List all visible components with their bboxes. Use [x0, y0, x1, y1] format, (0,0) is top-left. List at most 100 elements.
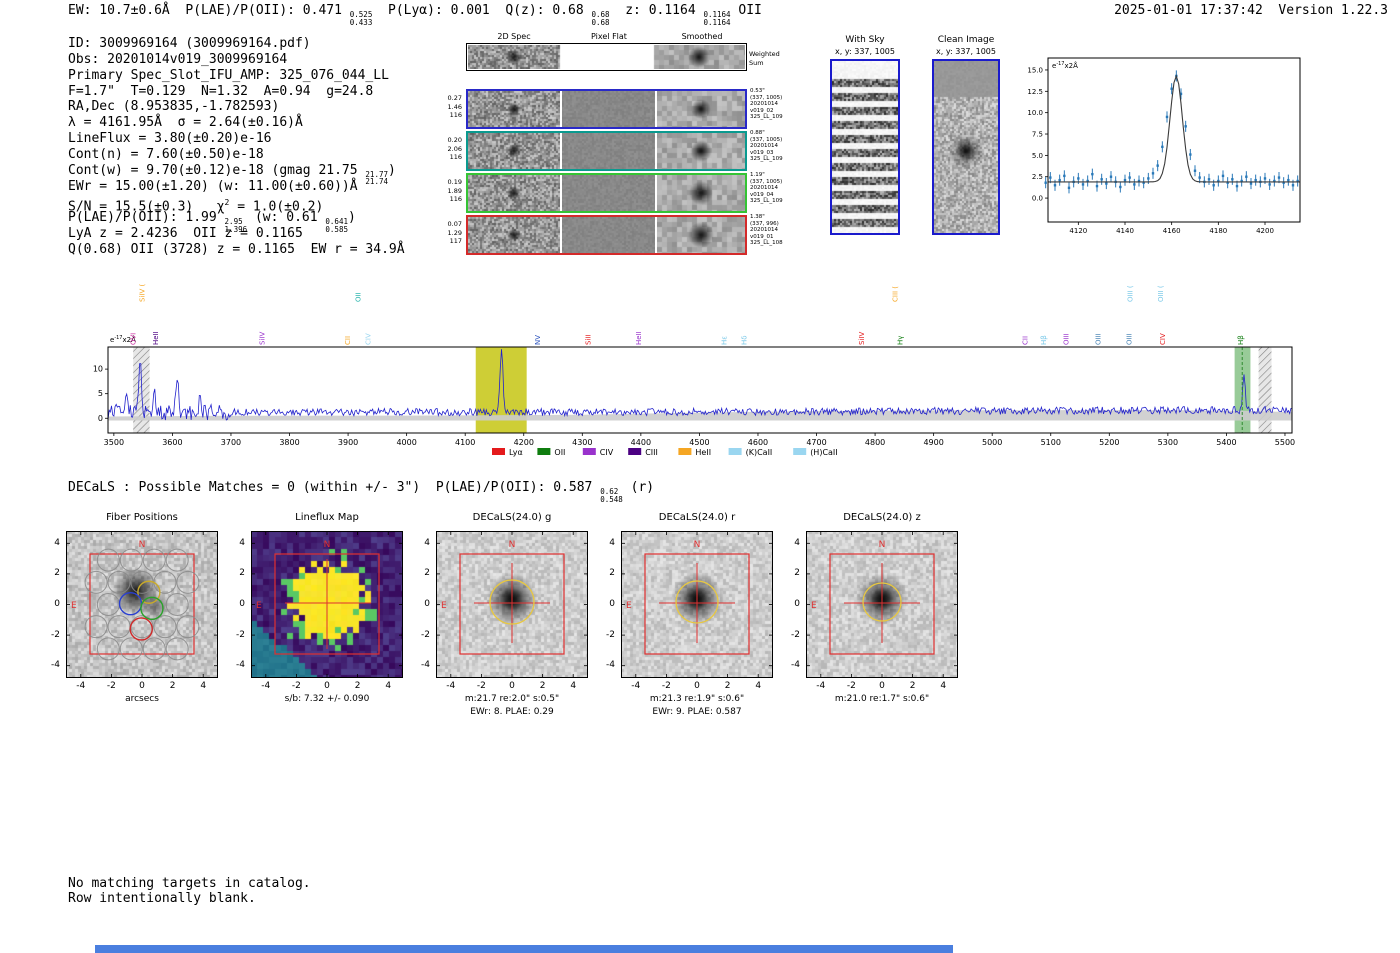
- y-tick-label: 7.5: [1032, 131, 1043, 139]
- with-sky-image: [832, 61, 898, 233]
- cutout-x-tick: 4: [755, 681, 762, 691]
- emission-line-label: CIII (: [891, 286, 899, 302]
- cutout-overlay-lineflux: NE: [251, 531, 403, 678]
- cutout-y-tick: -4: [51, 660, 60, 671]
- spec2d-row-pixelflat: [562, 175, 655, 211]
- emission-line-label: OIII: [1126, 333, 1134, 345]
- x-tick-label: 3800: [279, 438, 299, 447]
- y-tick-label: 10.0: [1027, 109, 1043, 117]
- info-line-2: Obs: 20201014v019_3009969164: [68, 51, 288, 67]
- cutout-y-tick: 0: [239, 599, 245, 609]
- fiber-circle: [107, 570, 131, 594]
- cutout-overlay-decals: NE: [806, 531, 958, 678]
- stacked-minmax: 0.525 0.433: [349, 10, 373, 27]
- stacked-minmax: 0.1164 0.1164: [703, 10, 731, 27]
- compass-east-label: E: [71, 601, 77, 611]
- info-line-7: LineFlux = 3.80(±0.20)e-16: [68, 131, 272, 147]
- emission-line-label: CIV: [364, 333, 372, 345]
- extraction-box: [274, 553, 380, 655]
- clean-image-coords: x, y: 337, 1005: [936, 47, 996, 56]
- cutout-xlabel: arcsecs: [125, 694, 159, 704]
- stacked-minmax: 0.68 0.68: [591, 10, 610, 27]
- spec2d-col-title: Pixel Flat: [591, 32, 627, 41]
- emission-line-label: SiIV: [258, 332, 266, 345]
- compass-north-label: N: [324, 540, 331, 550]
- compass-east-label: E: [626, 601, 632, 611]
- y-tick-label: 5.0: [1032, 152, 1043, 160]
- legend-label: CIII: [645, 448, 658, 457]
- y-tick-label: 2.5: [1032, 173, 1043, 181]
- x-tick-label: 4300: [572, 438, 592, 447]
- legend-label: (H)CaII: [810, 448, 837, 457]
- footer-line-2: Row intentionally blank.: [68, 891, 256, 906]
- stacked-minmax: 2.95 1.396: [224, 217, 248, 234]
- cutout-y-tick: -4: [421, 660, 430, 671]
- cutout-y-tick: 0: [794, 599, 800, 609]
- fiber-circle: [153, 570, 177, 594]
- cutout-caption: m:21.3 re:1.9" s:0.6": [649, 694, 745, 704]
- cutout-y-tick: -2: [421, 629, 430, 640]
- legend-swatch: [628, 448, 642, 455]
- x-tick-label: 4100: [455, 438, 475, 447]
- emission-line-label: HeII: [152, 331, 160, 345]
- timestamp-version: 2025-01-01 17:37:42 Version 1.22.3: [1114, 3, 1388, 18]
- legend-label: Lyα: [509, 448, 523, 457]
- spec2d-row-2dspec: [468, 217, 560, 253]
- selected-fiber-circle: [137, 580, 161, 604]
- cutout-y-tick: 4: [424, 537, 430, 548]
- legend-swatch: [582, 448, 596, 455]
- stacked-minmax: 0.641 0.585: [325, 217, 348, 234]
- cutout-x-tick: -2: [106, 681, 116, 691]
- legend-label: CIV: [600, 448, 614, 457]
- emission-line-label: OIII: [1095, 333, 1103, 345]
- cutout-x-tick: 0: [694, 681, 700, 691]
- x-tick-label: 4800: [865, 438, 885, 447]
- x-tick-label: 4500: [689, 438, 709, 447]
- emission-line-label: CIV: [1159, 333, 1167, 345]
- cutout-y-tick: -2: [51, 629, 60, 640]
- cutout-x-tick: -2: [291, 681, 301, 691]
- cutout-title: Lineflux Map: [295, 512, 359, 523]
- fiber-circle: [84, 570, 108, 594]
- spec2d-row-left-values: 0.19 1.89 116: [447, 178, 462, 203]
- fiber-circle: [130, 570, 154, 594]
- fiber-circle: [96, 637, 120, 661]
- cutout-x-tick: 0: [139, 681, 145, 691]
- stacked-minmax: 0.62 0.548: [600, 487, 623, 504]
- x-tick-label: 4160: [1163, 227, 1181, 235]
- fiber-circle: [119, 548, 143, 572]
- info-line-11: S/N = 15.5(±0.3) χ2 = 1.0(±0.2): [68, 197, 324, 214]
- legend-label: OII: [554, 448, 565, 457]
- spec2d-row-pixelflat: [562, 133, 655, 169]
- info-line-9: Cont(w) = 9.70(±0.12)e-18 (gmag 21.75 21…: [68, 162, 396, 187]
- compass-east-label: E: [256, 601, 262, 611]
- cutout-x-tick: -2: [661, 681, 671, 691]
- emission-line-label: Hε: [720, 336, 728, 345]
- info-line-1: ID: 3009969164 (3009969164.pdf): [68, 36, 311, 51]
- y-tick-label: 5: [98, 389, 103, 398]
- x-tick-label: 3900: [338, 438, 358, 447]
- photometric-aperture: [675, 580, 719, 624]
- cutout-x-tick: -4: [261, 681, 271, 691]
- spec2d-row-annotations: 1.38" (337, 996) 20201014 v019_01 325_LL…: [750, 214, 783, 247]
- x-tick-label: 4000: [396, 438, 416, 447]
- cutout-x-tick: 0: [324, 681, 330, 691]
- emission-line-label: OIII (: [1157, 285, 1165, 302]
- cutout-caption: m:21.7 re:2.0" s:0.5": [464, 694, 560, 704]
- extraction-box: [829, 553, 935, 655]
- continuum-error-band: [108, 410, 1292, 421]
- cutout-caption-2: EWr: 9. PLAE: 0.587: [652, 707, 742, 717]
- weighted-sum-label: Weighted Sum: [749, 50, 780, 67]
- legend-swatch: [793, 448, 807, 455]
- extraction-box: [459, 553, 565, 655]
- spec2d-row-annotations: 1.19" (337, 1005) 20201014 v019_04 325_L…: [750, 172, 783, 205]
- cutout-x-tick: 4: [570, 681, 577, 691]
- emission-line-label: OVI: [130, 333, 138, 345]
- x-tick-label: 5300: [1158, 438, 1178, 447]
- clean-image-image: [934, 61, 998, 233]
- fiber-circle: [107, 615, 131, 639]
- info-line-10: EWr = 15.00(±1.20) (w: 11.00(±0.60))Å: [68, 178, 358, 194]
- spec2d-row-2dspec: [468, 175, 560, 211]
- with-sky-title: With Sky: [845, 35, 885, 45]
